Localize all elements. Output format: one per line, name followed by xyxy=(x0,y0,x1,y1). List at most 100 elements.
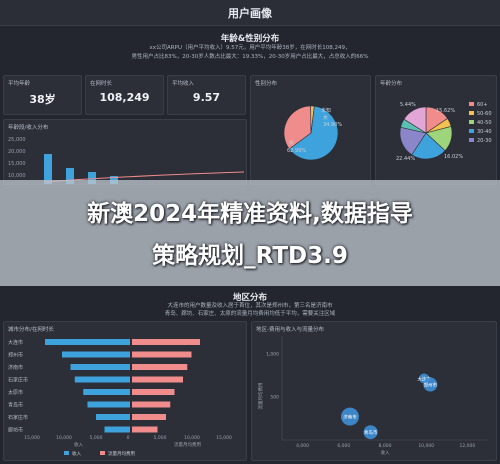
region-section-title: 地区分布 xyxy=(232,293,267,303)
slice-label: 5.44% xyxy=(400,102,416,108)
city-label: 济南市 xyxy=(8,364,23,371)
age-gender-summary-line1: xx公司ARPU（用户平均收入）9.57元，用户平均年龄38岁，在网时长108,… xyxy=(149,45,351,51)
slice-label: 15.62% xyxy=(436,108,455,114)
slice-label: 62.99% xyxy=(287,148,306,154)
axis-label: 流量月均费用 xyxy=(174,441,201,448)
city-label: 青岛市 xyxy=(8,402,23,409)
slice-label: 34.90% xyxy=(323,122,342,128)
x-tick: 0 xyxy=(127,435,130,441)
x-axis-label: 收入 xyxy=(381,449,390,456)
overlay-line1: 新澳2024年精准资料,数据指导 xyxy=(87,201,413,227)
pie-slice xyxy=(403,106,427,134)
traffic-bar xyxy=(132,426,158,433)
city-chart-title: 城市分布/在网时长 xyxy=(8,327,54,333)
legend-swatch xyxy=(100,451,105,455)
income-bar xyxy=(44,154,52,184)
x-tick: 10,000 xyxy=(184,435,200,441)
age-pie-card: 年龄分布 15.62% 16.02% 22.44% 5.44% 60+ 50-60 40-5… xyxy=(375,75,497,185)
income-bar xyxy=(45,339,130,345)
traffic-bar xyxy=(132,351,192,358)
legend-label: 收入 xyxy=(72,450,81,457)
income-bar xyxy=(104,426,130,433)
traffic-bar xyxy=(132,389,175,395)
slice-label: 22.44% xyxy=(396,156,415,162)
kpi-label: 在网时长 xyxy=(90,81,113,87)
kpi-label: 平均年龄 xyxy=(8,81,31,87)
slice-label: 未知 xyxy=(321,107,331,114)
age-income-card: 年龄段/收入分布 25,000 20,000 15,000 10,000 xyxy=(3,119,247,185)
point-label: 郑州市 xyxy=(424,382,438,389)
city-label: 太原市 xyxy=(8,389,23,396)
y-axis-label: 流量月均费用 xyxy=(257,383,264,410)
legend-label: 30-40 xyxy=(477,129,492,135)
region-summary-line1: 大连市的用户数量及收入居于首位，其次是郑州市，第三名是济南市 xyxy=(167,303,333,309)
income-bar xyxy=(74,376,130,383)
age-gender-summary-line2: 男性用户占比83%，20-30岁人数占比最大：19.33%，20-30岁用户占比… xyxy=(131,54,369,60)
legend-swatch xyxy=(469,120,474,124)
legend-swatch xyxy=(469,138,474,142)
age-pie-title: 年龄分布 xyxy=(380,81,403,87)
pie-slice xyxy=(310,105,315,134)
point-label: 大连市 xyxy=(417,375,431,382)
income-bar xyxy=(83,389,130,395)
scatter-chart-title: 地区-费用与收入与流量分布 xyxy=(256,327,324,333)
scatter-chart: 1,000 500 4,000 6,000 8,000 10,000 12,000 流量月均费… xyxy=(257,336,488,456)
age-income-chart: 25,000 20,000 15,000 10,000 xyxy=(8,137,245,184)
x-tick: 5,000 xyxy=(154,435,167,441)
legend-swatch xyxy=(469,111,474,115)
legend-swatch xyxy=(469,129,474,133)
traffic-bar xyxy=(132,414,166,420)
y-tick: 20,000 xyxy=(8,149,26,155)
y-tick: 15,000 xyxy=(8,161,26,167)
slice-label: 16.02% xyxy=(444,154,463,160)
kpi-value: 108,249 xyxy=(99,91,150,104)
y-tick: 25,000 xyxy=(8,137,26,143)
kpi-card-avg-income: 平均收入 9.57 xyxy=(167,75,246,115)
scatter-chart-card: 地区-费用与收入与流量分布 1,000 500 4,000 6,000 8,000 10,… xyxy=(251,321,497,461)
age-income-title: 年龄段/收入分布 xyxy=(8,125,49,131)
income-bar xyxy=(70,364,130,370)
x-tick: 6,000 xyxy=(337,443,350,449)
scatter-point xyxy=(423,377,438,392)
point-label: 济南市 xyxy=(343,414,357,421)
city-label: 石家庄市 xyxy=(8,377,28,384)
y-tick: 500 xyxy=(270,395,279,401)
legend-label: 40-50 xyxy=(477,120,492,126)
x-tick: 8,000 xyxy=(379,443,392,449)
overlay-banner: 新澳2024年精准资料,数据指导 策略规划_RTD3.9 xyxy=(0,180,500,286)
x-tick: 5,000 xyxy=(90,435,103,441)
income-bar xyxy=(88,172,96,184)
gender-pie-title: 性别分布 xyxy=(255,81,278,87)
income-bar xyxy=(96,414,130,420)
y-tick: 1,000 xyxy=(266,351,279,357)
pie-slice xyxy=(288,105,339,161)
income-bar xyxy=(62,351,130,358)
city-label: 石家庄市 xyxy=(8,414,28,421)
city-label: 廊坊市 xyxy=(8,427,23,434)
x-tick: 10,000 xyxy=(56,435,72,441)
income-bar xyxy=(66,168,74,184)
pie-slice xyxy=(411,132,446,160)
region-summary-line2: 青岛、廊坊、石家庄、太原的流量月均费用均低于平均，需要关注区域 xyxy=(164,311,336,317)
slice-label: 男 xyxy=(289,141,294,147)
traffic-bar xyxy=(132,339,200,345)
x-tick: 4,000 xyxy=(296,443,309,449)
x-tick: 15,000 xyxy=(24,435,40,441)
x-tick: 10,000 xyxy=(418,443,434,449)
legend-swatch xyxy=(64,451,69,455)
kpi-value: 9.57 xyxy=(192,91,221,104)
kpi-card-avg-age: 平均年龄 38岁 xyxy=(3,75,82,115)
city-label: 郑州市 xyxy=(8,352,23,359)
scatter-point xyxy=(340,407,359,426)
city-chart-card: 城市分布/在网时长 大连市 郑州市 济南市 石家庄市 太原市 青岛市 石家庄市 廊坊市 15,0… xyxy=(3,321,247,461)
pie-slice xyxy=(283,105,312,150)
legend-label: 流量月均费用 xyxy=(108,450,135,457)
traffic-bar xyxy=(132,364,188,370)
kpi-label: 平均收入 xyxy=(172,81,195,87)
scatter-point xyxy=(363,425,378,440)
age-gender-section-title: 年龄&性别分布 xyxy=(220,34,280,44)
axis-label: 收入 xyxy=(74,441,83,448)
kpi-card-tenure: 在网时长 108,249 xyxy=(85,75,164,115)
